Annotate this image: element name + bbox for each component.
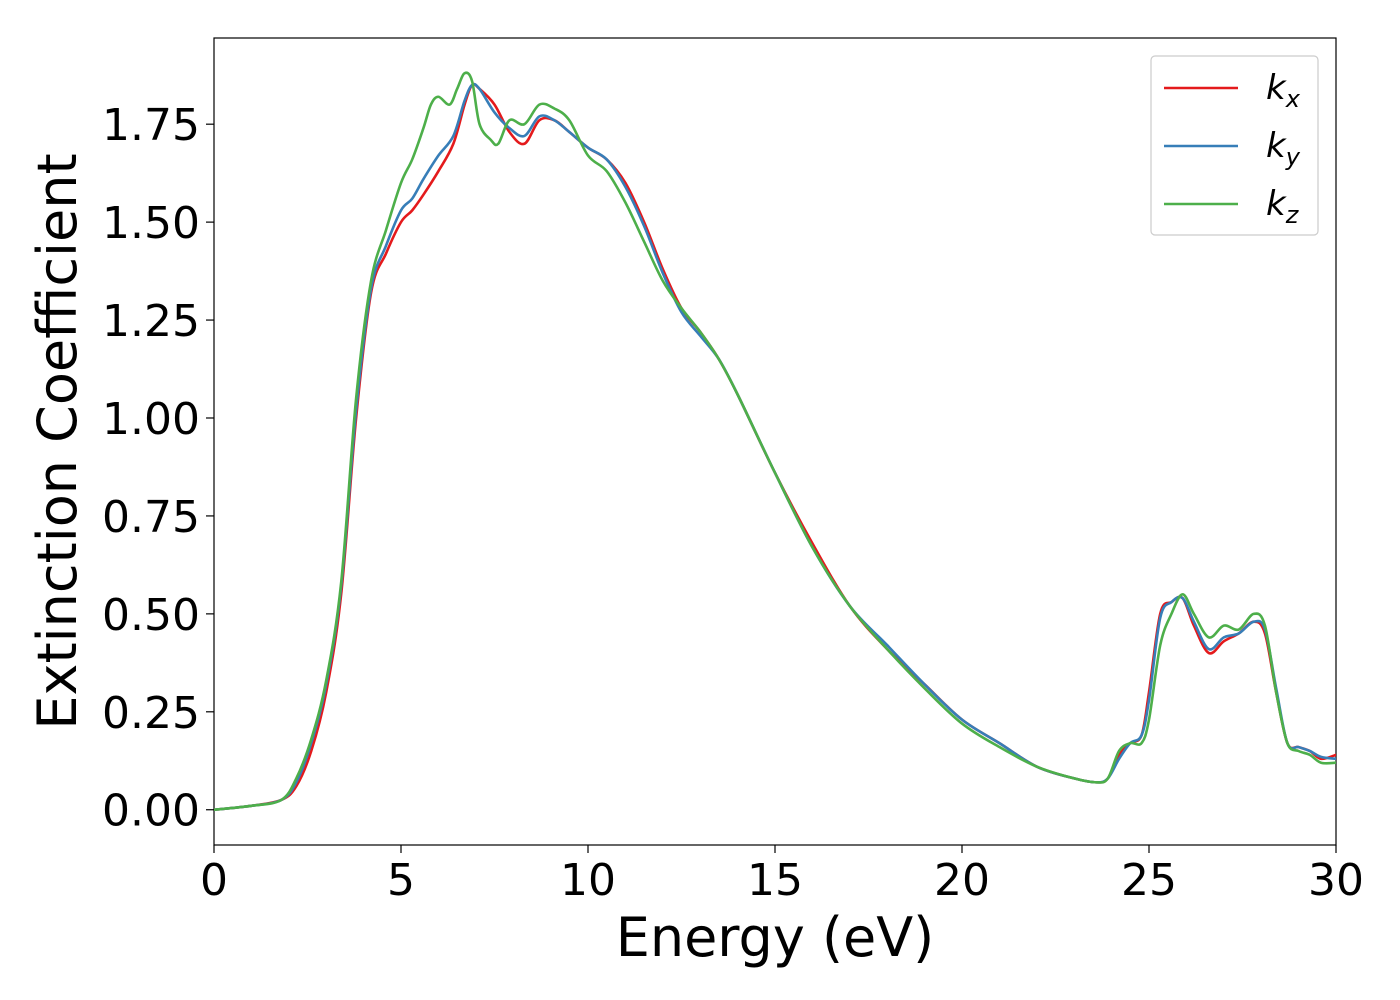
x-axis-ticks: 0 5 10 15 20 25 30 [200,845,1364,906]
x-tick-label: 25 [1121,855,1177,906]
y-tick-label: 0.75 [102,492,200,543]
x-tick-label: 5 [387,855,415,906]
y-tick-label: 1.00 [102,394,200,445]
legend-item-z: kz [1164,184,1300,229]
series-layer [214,71,1336,812]
y-tick-label: 0.50 [102,590,200,641]
legend-item-y: ky [1164,126,1301,171]
y-axis-ticks: 0.00 0.25 0.50 0.75 1.00 1.25 1.50 1.75 [102,100,214,837]
x-tick-label: 15 [747,855,803,906]
legend-items: kx ky kz [1164,68,1301,229]
legend-label: kz [1266,184,1300,229]
x-tick-label: 20 [934,855,990,906]
legend-label: ky [1266,126,1301,171]
x-tick-label: 10 [560,855,616,906]
y-tick-label: 1.25 [102,296,200,347]
legend: kx ky kz [1150,55,1319,236]
x-tick-label: 30 [1308,855,1364,906]
y-tick-label: 1.75 [102,100,200,151]
y-axis-label: Extinction Coefficient [26,153,89,729]
legend-item-x: kx [1164,68,1301,113]
x-tick-label: 0 [200,855,228,906]
series-line-z [214,71,1336,812]
y-tick-label: 0.25 [102,688,200,739]
y-tick-label: 0.00 [102,786,200,837]
y-tick-label: 1.50 [102,198,200,249]
x-axis-label: Energy (eV) [616,906,935,969]
legend-label: kx [1266,68,1301,113]
